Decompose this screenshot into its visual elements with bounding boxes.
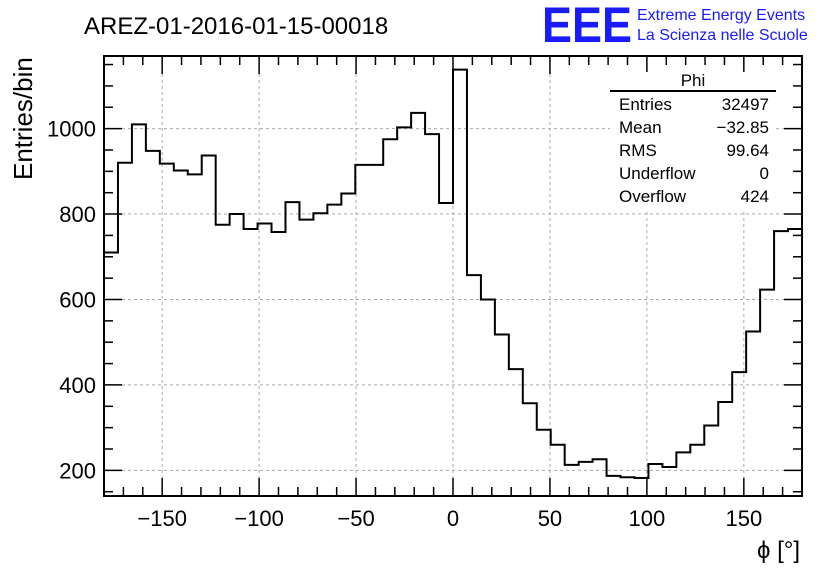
histogram-bin — [188, 174, 202, 496]
histogram-bin — [495, 335, 509, 496]
histogram-bin — [174, 170, 188, 496]
histogram-bin — [146, 151, 160, 496]
y-tick-label: 200 — [59, 458, 96, 483]
stats-row-value: 0 — [760, 164, 769, 183]
histogram-bin — [439, 203, 453, 496]
axis-ticks — [103, 56, 803, 496]
histogram-bin — [523, 403, 537, 496]
histogram-bin — [760, 290, 774, 496]
y-tick-label: 1000 — [47, 117, 96, 142]
stats-title: Phi — [681, 71, 706, 90]
histogram-bin — [104, 253, 118, 496]
eee-logo-mark: EEE — [542, 0, 632, 53]
histogram-bin — [565, 465, 579, 496]
histogram-bin — [579, 462, 593, 496]
histogram-bin — [453, 70, 467, 496]
histogram-bin — [509, 369, 523, 496]
histogram-bin — [746, 332, 760, 496]
histogram-bin — [285, 202, 299, 496]
histogram-bin — [397, 127, 411, 496]
x-axis-label: ϕ [°] — [757, 537, 800, 564]
x-tick-label: −50 — [337, 506, 374, 531]
stats-row-label: Underflow — [619, 164, 696, 183]
logo-line-1: Extreme Energy Events — [637, 7, 805, 24]
y-tick-label: 800 — [59, 202, 96, 227]
tick-labels: −150 −100 −50 0 50 100 150 200 400 600 800 1000 — [47, 117, 762, 531]
histogram-bin — [299, 220, 313, 496]
histogram-bin — [425, 134, 439, 496]
histogram-bin — [690, 445, 704, 496]
x-tick-label: −100 — [234, 506, 284, 531]
stats-row-value: 99.64 — [726, 141, 769, 160]
histogram-bin — [258, 223, 272, 496]
histogram-bin — [676, 452, 690, 496]
stats-row-value: −32.85 — [717, 118, 769, 137]
x-tick-label: 150 — [725, 506, 762, 531]
histogram-bin — [160, 164, 174, 496]
stats-row-label: RMS — [619, 141, 657, 160]
histogram-bin — [732, 372, 746, 496]
histogram-bin — [467, 275, 481, 496]
histogram-bin — [202, 156, 216, 496]
histogram-bin — [481, 299, 495, 496]
y-tick-label: 400 — [59, 373, 96, 398]
histogram-bin — [272, 232, 286, 496]
histogram-bin — [244, 229, 258, 496]
stats-row-label: Entries — [619, 95, 672, 114]
y-axis-label: Entries/bin — [8, 57, 38, 180]
chart-title: AREZ-01-2016-01-15-00018 — [84, 13, 388, 40]
stats-rows: Entries 32497 Mean −32.85 RMS 99.64 Underflow 0… — [619, 95, 769, 206]
stats-box: Phi Entries 32497 Mean −32.85 RMS 99.64 Underf… — [610, 71, 776, 210]
x-tick-label: 0 — [447, 506, 459, 531]
histogram-bin — [551, 445, 565, 496]
x-tick-label: −150 — [137, 506, 187, 531]
stats-row-value: 32497 — [722, 95, 769, 114]
histogram-bin — [648, 464, 662, 496]
stats-box-background — [610, 72, 776, 210]
histogram-bin — [788, 229, 802, 496]
histogram-bin — [411, 113, 425, 496]
stats-row-label: Overflow — [619, 187, 687, 206]
histogram-bin — [537, 430, 551, 496]
histogram-bin — [704, 426, 718, 496]
histogram-bin — [383, 139, 397, 496]
x-tick-label: 100 — [629, 506, 666, 531]
histogram-bin — [355, 165, 369, 496]
logo-line-2: La Scienza nelle Scuole — [637, 27, 808, 44]
histogram-bin — [216, 225, 230, 496]
histogram-bin — [341, 194, 355, 496]
y-tick-label: 600 — [59, 287, 96, 312]
histogram-bin — [718, 402, 732, 496]
histogram-bin — [774, 231, 788, 496]
x-tick-label: 50 — [538, 506, 562, 531]
histogram-bin — [118, 163, 132, 496]
histogram-bin — [327, 205, 341, 496]
histogram-bin — [132, 124, 146, 496]
histogram-bin — [230, 214, 244, 496]
stats-row-value: 424 — [741, 187, 769, 206]
histogram-bin — [662, 467, 676, 496]
stats-row-label: Mean — [619, 118, 662, 137]
histogram-bin — [313, 213, 327, 496]
histogram-bin — [369, 165, 383, 496]
histogram-bin — [593, 459, 607, 496]
